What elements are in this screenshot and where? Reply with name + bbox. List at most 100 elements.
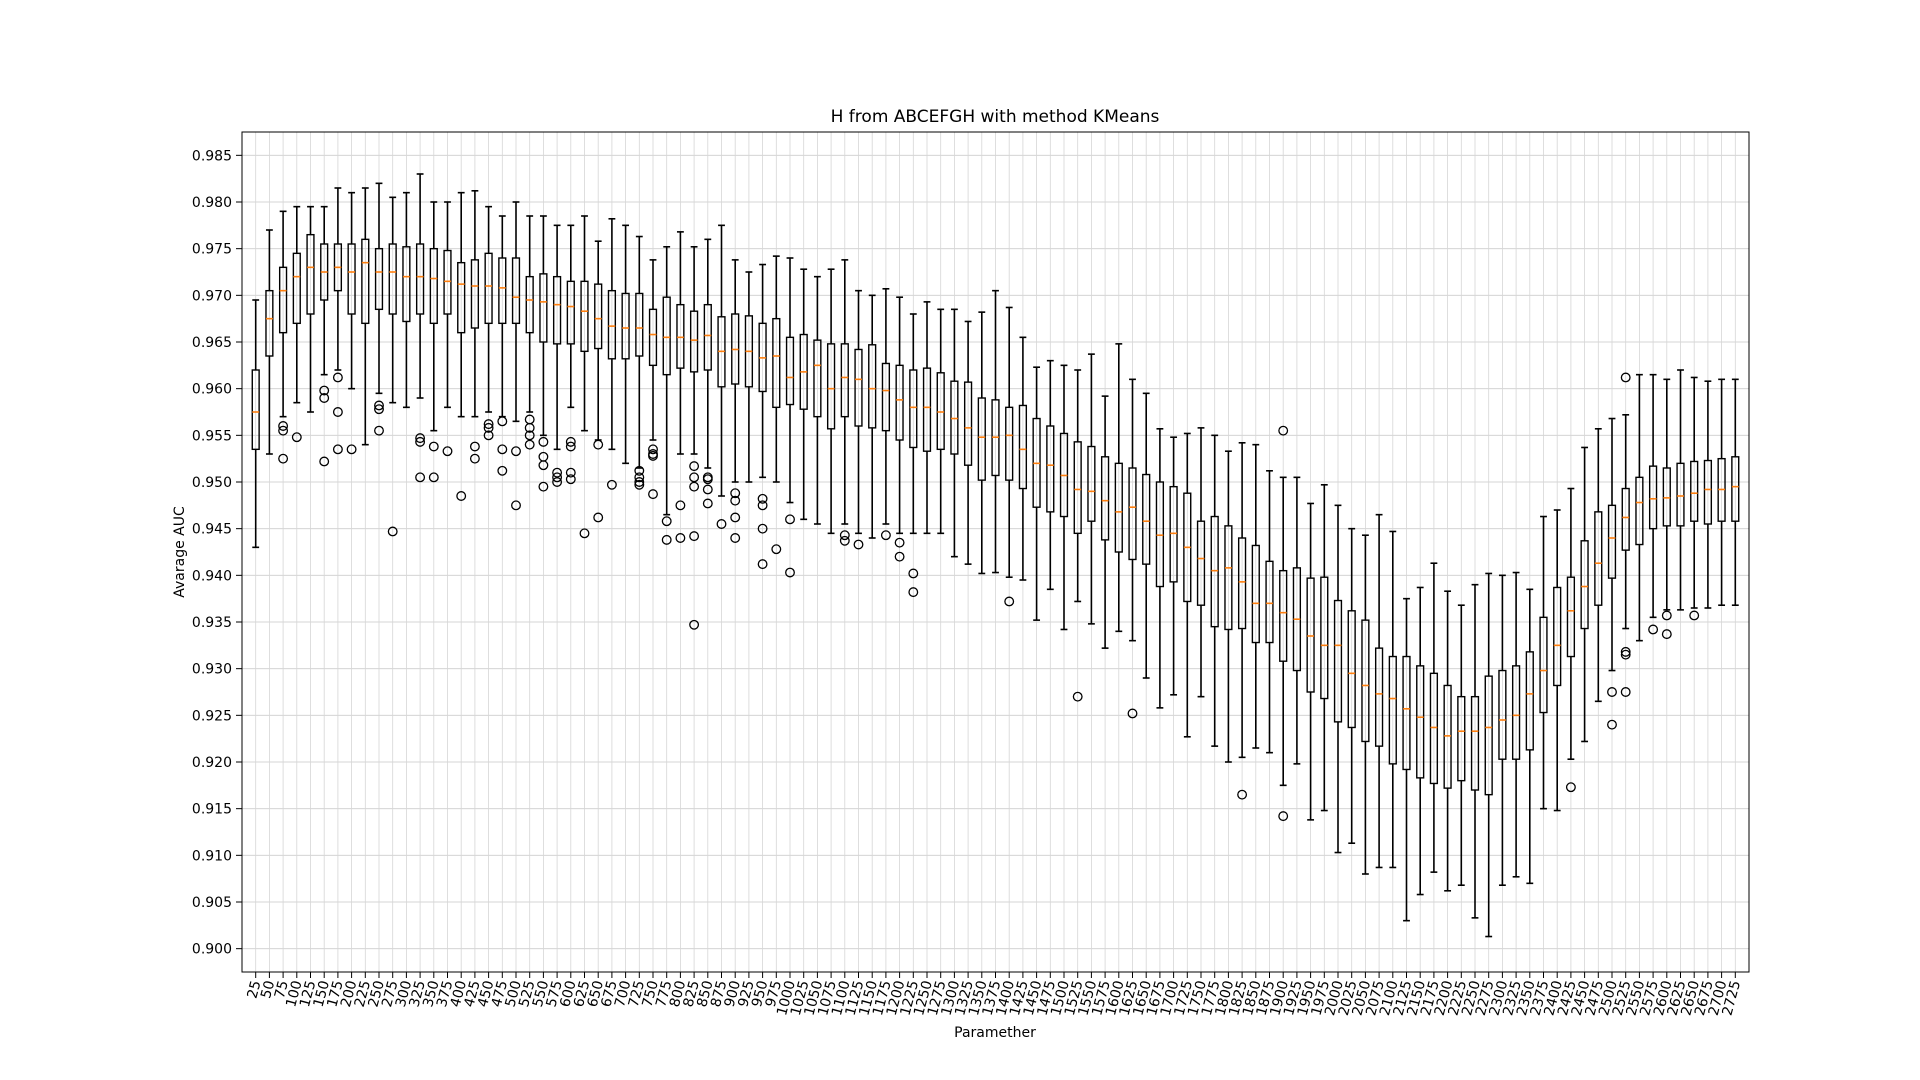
y-tick-label: 0.980 <box>192 195 232 211</box>
x-tick-label: 725 <box>626 979 648 1009</box>
outlier-point <box>757 500 768 511</box>
box-iqr <box>265 289 274 357</box>
box-2450 <box>1580 446 1589 743</box>
box-iqr <box>895 364 904 441</box>
y-tick-label: 0.905 <box>192 895 232 911</box>
outlier-point <box>757 493 768 504</box>
box-400 <box>456 191 467 501</box>
box-iqr <box>1142 473 1151 565</box>
box-iqr <box>1073 441 1082 535</box>
outlier-point <box>332 372 343 383</box>
outlier-point <box>483 422 494 433</box>
box-iqr <box>457 261 466 334</box>
outlier-point <box>524 422 535 433</box>
box-iqr <box>1621 487 1630 551</box>
x-tick-label: 125 <box>297 979 319 1009</box>
box-iqr <box>1648 465 1658 530</box>
y-tick-label: 0.960 <box>192 382 232 398</box>
box-iqr <box>1429 672 1439 785</box>
box-75 <box>278 210 289 464</box>
box-2125 <box>1402 597 1411 922</box>
y-tick-label: 0.945 <box>192 522 232 538</box>
box-1950 <box>1306 502 1315 821</box>
box-250 <box>374 182 384 436</box>
box-iqr <box>881 362 891 432</box>
box-iqr <box>539 273 548 343</box>
box-iqr <box>1333 599 1343 723</box>
outlier-point <box>291 432 302 443</box>
box-25 <box>251 299 260 549</box>
outlier-point <box>689 481 700 492</box>
box-iqr <box>1607 504 1617 579</box>
box-2050 <box>1361 534 1370 875</box>
y-tick-label: 0.935 <box>192 615 232 631</box>
outlier-point <box>1565 782 1576 793</box>
box-1375 <box>991 289 1000 574</box>
outlier-point <box>675 533 686 543</box>
x-axis: 2550751001251501752002252502753003253503… <box>244 972 1744 1017</box>
box-iqr <box>1443 684 1452 789</box>
outlier-point <box>428 441 439 452</box>
box-2400 <box>1553 509 1562 812</box>
box-1300 <box>950 308 959 558</box>
box-1975 <box>1320 483 1329 812</box>
box-iqr <box>1196 520 1206 606</box>
outlier-point <box>538 481 549 492</box>
box-850 <box>702 238 713 509</box>
outlier-point <box>702 498 713 509</box>
box-iqr <box>607 289 617 360</box>
outlier-point <box>415 436 426 447</box>
box-1400 <box>1004 306 1015 607</box>
box-iqr <box>963 381 973 466</box>
box-iqr <box>566 280 575 345</box>
box-iqr <box>772 317 781 409</box>
box-1800 <box>1224 450 1233 763</box>
box-1875 <box>1265 469 1274 754</box>
box-iqr <box>388 243 397 315</box>
outlier-point <box>1661 629 1672 640</box>
box-iqr <box>785 336 795 406</box>
box-iqr <box>1690 460 1699 522</box>
box-iqr <box>1731 456 1740 522</box>
box-iqr <box>525 275 534 334</box>
box-650 <box>593 240 604 523</box>
box-iqr <box>1279 569 1288 662</box>
box-825 <box>689 246 700 630</box>
box-2575 <box>1648 373 1659 635</box>
outlier-point <box>565 441 576 452</box>
y-tick-label: 0.965 <box>192 335 232 351</box>
box-725 <box>634 235 645 490</box>
box-1900 <box>1278 425 1289 822</box>
box-iqr <box>1676 462 1685 527</box>
box-1750 <box>1196 427 1206 698</box>
box-2275 <box>1484 572 1493 938</box>
x-tick-label: 500 <box>502 979 524 1009</box>
x-tick-label: 175 <box>324 979 346 1009</box>
y-tick-label: 0.925 <box>192 708 232 724</box>
box-100 <box>291 205 302 443</box>
x-tick-label: 550 <box>530 979 552 1009</box>
outlier-point <box>894 551 905 562</box>
box-625 <box>579 215 590 539</box>
box-2425 <box>1565 487 1576 793</box>
x-tick-label: 100 <box>283 979 305 1009</box>
box-iqr <box>1210 515 1219 628</box>
box-2625 <box>1676 369 1685 611</box>
box-iqr <box>1594 511 1603 606</box>
x-tick-label: 475 <box>489 979 511 1009</box>
box-1575 <box>1100 395 1110 649</box>
box-1350 <box>977 311 986 575</box>
box-iqr <box>1347 610 1356 729</box>
box-iqr <box>1114 462 1123 553</box>
box-300 <box>402 191 411 409</box>
outlier-point <box>785 514 795 525</box>
x-tick-label: 825 <box>681 979 703 1009</box>
outlier-point <box>1237 789 1248 800</box>
box-1175 <box>880 287 891 541</box>
box-iqr <box>648 308 658 367</box>
box-iqr <box>443 249 452 315</box>
x-tick-label: 325 <box>407 979 429 1009</box>
y-tick-label: 0.955 <box>192 428 232 444</box>
outlier-point <box>661 516 672 527</box>
outlier-point <box>319 385 330 396</box>
